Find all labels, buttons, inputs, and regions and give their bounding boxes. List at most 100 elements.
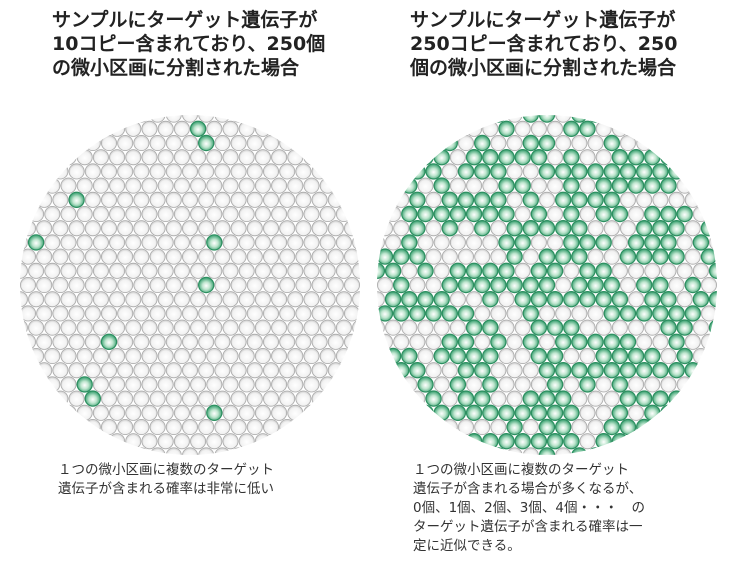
negative-partition <box>441 390 458 407</box>
negative-partition <box>587 134 604 151</box>
negative-partition <box>198 333 215 350</box>
negative-partition <box>173 120 190 137</box>
negative-partition <box>271 404 288 421</box>
negative-partition <box>238 262 255 279</box>
negative-partition <box>222 433 239 450</box>
negative-partition <box>206 319 223 336</box>
negative-partition <box>28 262 45 279</box>
negative-partition <box>571 305 588 322</box>
negative-partition <box>295 220 312 237</box>
negative-partition <box>173 234 190 251</box>
positive-partition <box>684 276 702 294</box>
negative-partition <box>295 390 312 407</box>
positive-partition <box>595 347 612 365</box>
negative-partition <box>579 347 596 364</box>
positive-partition <box>644 347 661 365</box>
negative-partition <box>514 120 531 137</box>
negative-partition <box>287 262 304 279</box>
negative-partition <box>506 115 523 123</box>
negative-partition <box>628 319 645 336</box>
negative-partition <box>262 220 279 237</box>
negative-partition <box>579 149 596 166</box>
positive-partition <box>530 205 548 223</box>
negative-partition <box>238 149 255 166</box>
negative-partition <box>149 163 166 180</box>
negative-partition <box>628 262 645 279</box>
negative-partition <box>92 205 109 222</box>
positive-partition <box>417 262 434 279</box>
negative-partition <box>522 418 539 435</box>
positive-partition <box>441 305 458 322</box>
negative-partition <box>133 333 150 350</box>
negative-partition <box>117 418 134 435</box>
negative-partition <box>109 291 126 308</box>
negative-partition <box>133 191 150 208</box>
negative-partition <box>466 120 483 137</box>
negative-partition <box>295 191 312 208</box>
negative-partition <box>190 291 207 308</box>
negative-partition <box>449 319 466 336</box>
negative-partition <box>76 177 93 194</box>
negative-partition <box>506 191 523 208</box>
negative-partition <box>441 248 458 265</box>
positive-partition <box>490 191 507 208</box>
positive-partition <box>579 120 596 138</box>
right-panel-title: サンプルにターゲット遺伝子が 250コピー含まれており、250 個の微小区画に分… <box>410 9 678 79</box>
negative-partition <box>425 248 442 265</box>
negative-partition <box>498 376 515 393</box>
negative-partition <box>287 234 304 251</box>
negative-partition <box>84 191 101 208</box>
positive-partition <box>522 333 540 350</box>
negative-partition <box>579 177 596 194</box>
positive-partition <box>595 205 612 223</box>
negative-partition <box>20 333 36 350</box>
negative-partition <box>133 115 150 123</box>
negative-partition <box>181 248 198 265</box>
positive-partition <box>441 134 458 152</box>
negative-partition <box>181 191 198 208</box>
negative-partition <box>181 220 198 237</box>
positive-partition <box>644 234 661 251</box>
positive-partition <box>522 191 540 208</box>
negative-partition <box>165 362 182 379</box>
negative-partition <box>547 234 564 251</box>
positive-partition <box>636 163 653 180</box>
negative-partition <box>238 291 255 308</box>
positive-partition <box>579 262 596 279</box>
negative-partition <box>76 149 93 166</box>
positive-partition <box>611 347 629 365</box>
negative-partition <box>449 234 466 251</box>
negative-partition <box>490 305 507 322</box>
negative-partition <box>254 205 271 222</box>
negative-partition <box>668 191 685 208</box>
positive-partition <box>708 262 717 279</box>
negative-partition <box>109 433 126 450</box>
negative-partition <box>230 305 247 322</box>
negative-partition <box>149 362 166 379</box>
negative-partition <box>157 319 174 336</box>
positive-partition <box>457 333 475 350</box>
negative-partition <box>709 234 717 251</box>
negative-partition <box>84 163 101 180</box>
positive-partition <box>514 291 531 308</box>
negative-partition <box>555 134 572 151</box>
negative-partition <box>173 404 190 421</box>
positive-partition <box>482 148 499 166</box>
negative-partition <box>555 305 572 322</box>
positive-partition <box>555 390 572 407</box>
negative-partition <box>595 404 612 421</box>
positive-partition <box>449 262 467 279</box>
negative-partition <box>246 418 263 435</box>
negative-partition <box>133 134 150 151</box>
negative-partition <box>60 347 77 364</box>
positive-partition <box>449 376 467 393</box>
negative-partition <box>482 177 499 194</box>
negative-partition <box>101 163 118 180</box>
negative-partition <box>652 191 669 208</box>
positive-partition <box>393 276 410 294</box>
negative-partition <box>157 149 174 166</box>
negative-partition <box>125 120 142 137</box>
negative-partition <box>506 163 523 180</box>
negative-partition <box>141 149 158 166</box>
negative-partition <box>84 220 101 237</box>
